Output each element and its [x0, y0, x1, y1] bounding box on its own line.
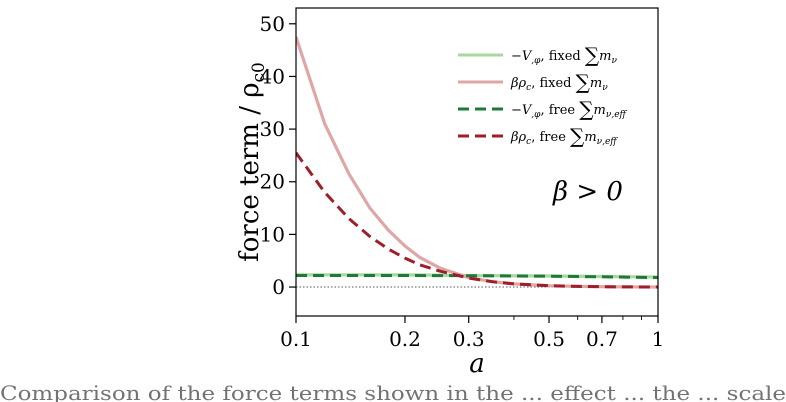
x-axis: 0.1 0.2 0.3 0.5 0.7 1 — [280, 316, 664, 351]
legend-entry-3: −V,φ, free ∑mν,eff — [511, 97, 628, 121]
legend: −V,φ, fixed ∑mν βρc, fixed ∑mν −V,φ, free … — [458, 43, 628, 148]
y-tick-label: 0 — [272, 275, 285, 299]
y-axis-label-main: force term / ρ — [235, 82, 265, 261]
plot-area — [295, 7, 659, 317]
legend-entry-1: −V,φ, fixed ∑mν — [511, 43, 617, 67]
plot-frame — [295, 7, 659, 317]
x-tick-label: 0.2 — [389, 327, 421, 351]
y-tick-label: 30 — [260, 117, 285, 141]
series-line-3 — [296, 274, 658, 280]
x-tick-label: 0.5 — [533, 327, 565, 351]
x-tick-label: 0.1 — [280, 327, 312, 351]
series-layer — [296, 36, 658, 289]
y-tick-label: 50 — [260, 12, 285, 36]
caption-fragment: Comparison of the force terms shown in t… — [0, 381, 786, 402]
x-tick-label: 1 — [652, 327, 665, 351]
x-tick-label: 0.3 — [453, 327, 485, 351]
y-tick-label: 20 — [260, 170, 285, 194]
y-tick-label: 10 — [260, 222, 285, 246]
x-tick-label: 0.7 — [586, 327, 618, 351]
series-line-2 — [296, 36, 658, 289]
legend-entry-2: βρc, fixed ∑mν — [510, 70, 608, 94]
legend-entry-4: βρc, free ∑mν,eff — [510, 124, 618, 148]
series-line-4 — [296, 151, 658, 289]
y-tick-label: 40 — [260, 64, 285, 88]
x-axis-label: a — [469, 349, 485, 379]
y-axis: 0 10 20 30 40 50 — [260, 12, 296, 299]
beta-annotation: β > 0 — [552, 177, 623, 207]
y-axis-label-sub: c0 — [249, 62, 269, 82]
y-axis-label: force term / ρc0 — [235, 62, 269, 262]
